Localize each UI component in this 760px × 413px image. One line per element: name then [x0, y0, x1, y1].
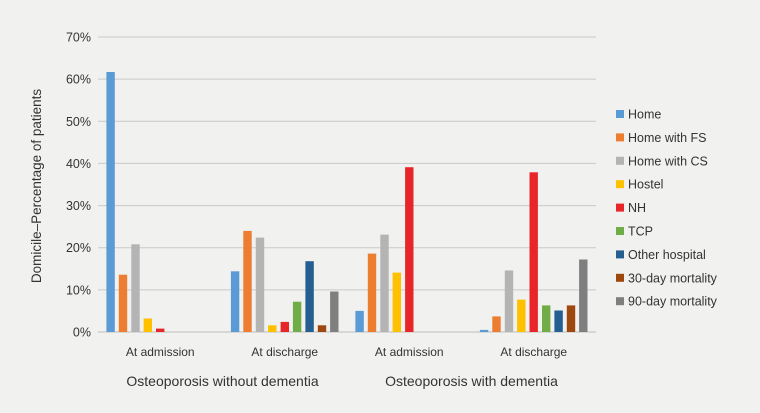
legend-swatch	[616, 273, 624, 282]
axes: Domicile–Percentage of patients 0% 10% 20%…	[29, 31, 567, 390]
bar	[380, 234, 389, 332]
legend-swatch	[616, 110, 624, 118]
bar	[255, 237, 265, 332]
legend-label: Home	[628, 108, 661, 122]
x-group-label: Osteoporosis with dementia	[385, 373, 558, 389]
bar	[517, 299, 526, 332]
y-tick-label: 40%	[66, 157, 91, 171]
bar	[106, 72, 115, 332]
legend-label: NH	[628, 201, 646, 215]
y-tick-label: 30%	[66, 199, 91, 213]
legend-label: 30-day mortality	[628, 271, 718, 285]
legend-swatch	[616, 156, 624, 165]
bar	[143, 318, 152, 332]
bar	[243, 230, 252, 332]
bar	[280, 321, 289, 332]
bar	[131, 244, 140, 332]
gridlines	[98, 36, 596, 333]
bar	[479, 329, 489, 332]
legend-swatch	[616, 203, 624, 212]
legend-label: Hostel	[628, 178, 663, 192]
bar	[317, 325, 327, 332]
bar	[330, 291, 339, 332]
legend-label: Home with FS	[628, 131, 707, 145]
legend: Home Home with FS Home with CS Hostel NH TCP O…	[616, 108, 718, 309]
legend-swatch	[616, 180, 624, 189]
x-category-label: At discharge	[500, 345, 567, 359]
y-tick-label: 0%	[73, 326, 91, 340]
legend-label: Home with CS	[628, 154, 708, 168]
legend-swatch	[616, 133, 624, 142]
legend-swatch	[616, 250, 624, 259]
y-tick-label: 20%	[66, 241, 91, 255]
y-tick-label: 10%	[66, 283, 91, 297]
x-category-label: At admission	[126, 345, 195, 359]
y-axis-title: Domicile–Percentage of patients	[29, 89, 44, 284]
bar	[268, 325, 277, 332]
legend-label: TCP	[628, 225, 653, 239]
x-group-label: Osteoporosis without dementia	[126, 373, 318, 389]
bar	[542, 305, 551, 332]
bar	[355, 310, 364, 332]
bar	[554, 310, 563, 332]
bar	[156, 328, 165, 332]
legend-label: Other hospital	[628, 248, 706, 262]
bars	[106, 72, 588, 332]
bar	[579, 259, 588, 332]
bar	[566, 305, 576, 332]
x-category-label: At discharge	[251, 345, 318, 359]
bar	[367, 253, 377, 332]
bar	[292, 301, 302, 332]
bar	[405, 167, 414, 332]
bar	[230, 271, 240, 332]
x-category-label: At admission	[375, 345, 444, 359]
bar	[529, 172, 538, 332]
bar	[392, 272, 401, 332]
y-tick-label: 70%	[66, 31, 91, 45]
bar	[492, 316, 501, 332]
legend-label: 90-day mortality	[628, 295, 718, 309]
bar	[504, 270, 514, 332]
y-tick-label: 50%	[66, 115, 91, 129]
y-tick-label: 60%	[66, 73, 91, 87]
bar	[118, 274, 128, 332]
bar	[305, 261, 314, 332]
legend-swatch	[616, 227, 624, 235]
legend-swatch	[616, 297, 624, 306]
